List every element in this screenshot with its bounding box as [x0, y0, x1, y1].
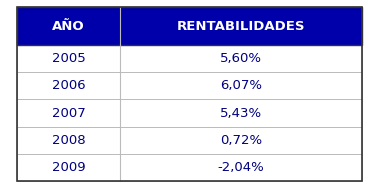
Bar	[17, 7, 362, 45]
Bar	[17, 45, 362, 72]
Bar	[17, 127, 362, 154]
Text: -2,04%: -2,04%	[218, 161, 264, 174]
Text: 2008: 2008	[52, 134, 86, 147]
Text: 2009: 2009	[52, 161, 86, 174]
Text: 5,43%: 5,43%	[220, 107, 262, 120]
Text: 6,07%: 6,07%	[220, 79, 262, 92]
Text: 2007: 2007	[52, 107, 86, 120]
Text: 2006: 2006	[52, 79, 86, 92]
Text: RENTABILIDADES: RENTABILIDADES	[177, 20, 305, 33]
Text: 0,72%: 0,72%	[220, 134, 262, 147]
Text: AÑO: AÑO	[52, 20, 85, 33]
Text: 2005: 2005	[52, 52, 86, 65]
Bar	[17, 99, 362, 127]
Text: 5,60%: 5,60%	[220, 52, 262, 65]
Bar	[17, 72, 362, 99]
Bar	[17, 154, 362, 181]
